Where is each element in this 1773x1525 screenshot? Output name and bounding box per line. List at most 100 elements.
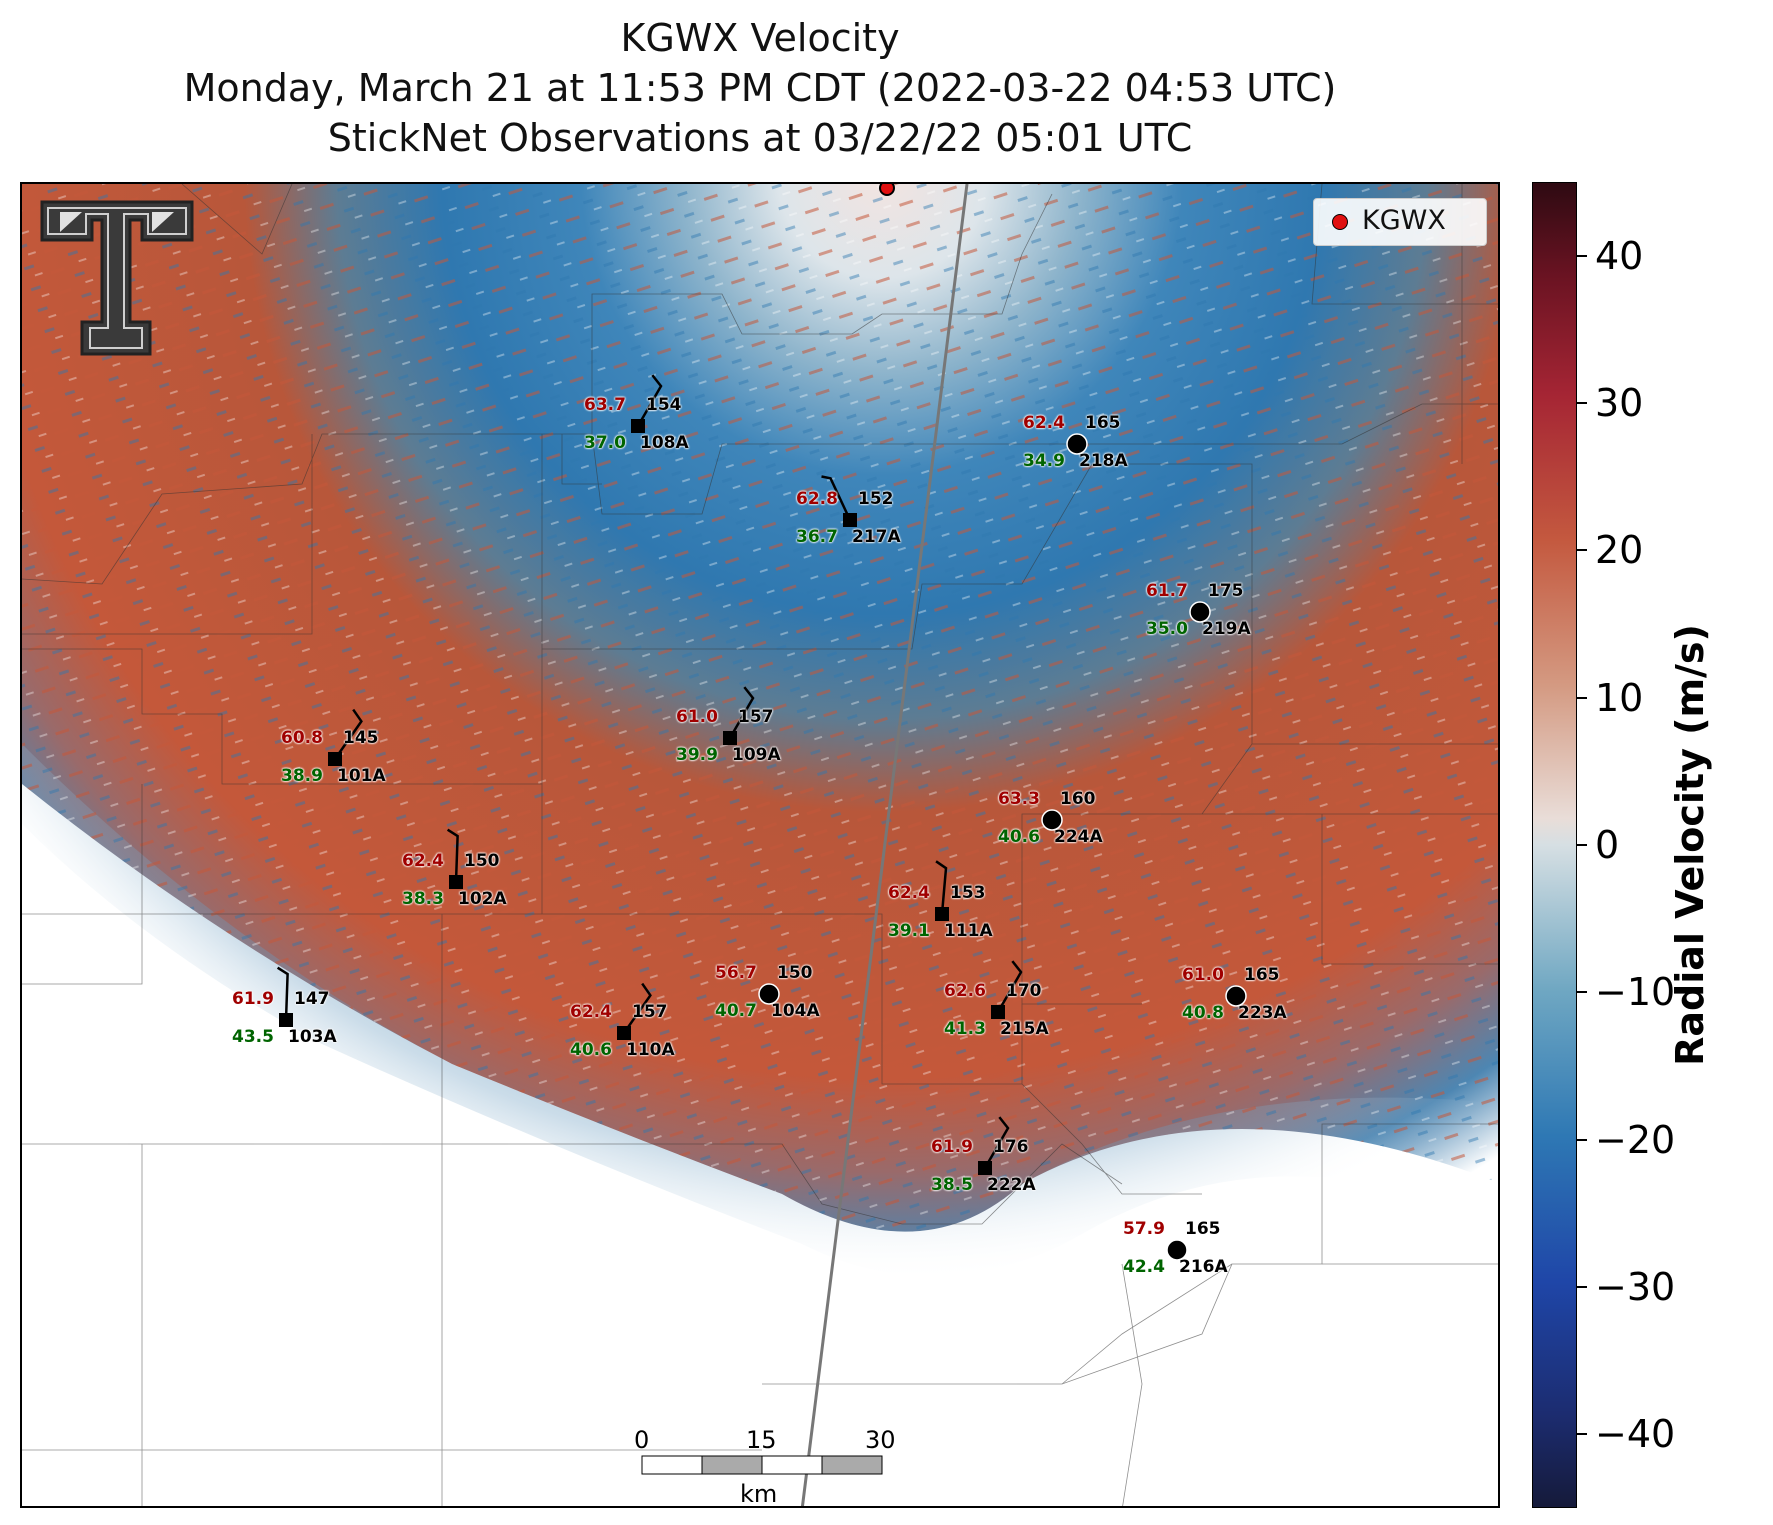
wind-barb — [276, 966, 289, 1021]
station-pressure: 152 — [858, 489, 894, 509]
colorbar-tick-mark — [1577, 1286, 1587, 1288]
station-pressure: 150 — [464, 851, 500, 871]
station-id: 103A — [288, 1027, 337, 1047]
station-dewpoint: 38.5 — [931, 1175, 973, 1195]
station-marker[interactable] — [1166, 1239, 1188, 1261]
plot-subtitle-time: Monday, March 21 at 11:53 PM CDT (2022-0… — [183, 66, 1337, 110]
station-id: 111A — [944, 921, 993, 941]
wind-barb — [996, 960, 1023, 1013]
station-pressure: 157 — [738, 707, 774, 727]
plot-title: KGWX Velocity — [620, 16, 900, 60]
station-pressure: 147 — [294, 989, 330, 1009]
colorbar-tick-mark — [1577, 254, 1587, 257]
colorbar-tick-label: −10 — [1595, 970, 1676, 1015]
colorbar-tick-mark — [1577, 696, 1587, 699]
scale-tick-0: 0 — [634, 1426, 650, 1454]
station-dewpoint: 40.6 — [998, 827, 1040, 847]
station-temperature: 61.9 — [232, 989, 274, 1009]
wind-barb — [446, 828, 459, 883]
colorbar-tick-mark — [1577, 1138, 1587, 1141]
station-pressure: 165 — [1185, 1219, 1221, 1239]
station-id: 104A — [771, 1001, 820, 1021]
station-pressure: 160 — [1060, 789, 1096, 809]
station-dewpoint: 40.8 — [1182, 1003, 1224, 1023]
station-dewpoint: 38.9 — [281, 766, 323, 786]
colorbar-tick-label: 30 — [1595, 381, 1644, 425]
radar-echo — [22, 184, 1498, 1277]
station-pressure: 176 — [993, 1137, 1029, 1157]
station-temperature: 61.0 — [1182, 965, 1224, 985]
colorbar-title: Radial Velocity (m/s) — [1668, 624, 1712, 1066]
station-id: 102A — [458, 889, 507, 909]
station-temperature: 62.8 — [796, 489, 838, 509]
station-temperature: 63.3 — [998, 789, 1040, 809]
wind-barb — [333, 708, 363, 760]
texas-tech-logo — [40, 200, 194, 356]
station-temperature: 61.0 — [676, 707, 718, 727]
station-dewpoint: 40.6 — [570, 1040, 612, 1060]
scale-tick-30: 30 — [865, 1426, 896, 1454]
station-pressure: 153 — [950, 883, 986, 903]
station-pressure: 165 — [1085, 413, 1121, 433]
velocity-colorbar — [1532, 182, 1577, 1508]
station-marker[interactable] — [758, 983, 780, 1005]
plot-subtitle-obs: StickNet Observations at 03/22/22 05:01 … — [327, 116, 1193, 160]
station-id: 223A — [1238, 1003, 1287, 1023]
station-markers — [276, 374, 1247, 1261]
colorbar-tick-mark — [1577, 991, 1587, 994]
radar-map-canvas — [22, 184, 1498, 1506]
highway-line — [800, 184, 969, 1506]
station-id: 110A — [626, 1040, 675, 1060]
station-id: 215A — [1000, 1019, 1049, 1039]
station-temperature: 62.4 — [1023, 413, 1065, 433]
map-legend: KGWX — [1313, 198, 1487, 246]
station-dewpoint: 39.9 — [676, 745, 718, 765]
station-id: 222A — [987, 1175, 1036, 1195]
station-temperature: 61.7 — [1146, 581, 1188, 601]
station-dewpoint: 34.9 — [1023, 451, 1065, 471]
colorbar-tick-label: −40 — [1595, 1412, 1676, 1457]
colorbar-tick-mark — [1577, 402, 1587, 404]
station-dewpoint: 38.3 — [402, 889, 444, 909]
scale-unit: km — [740, 1480, 778, 1508]
station-id: 217A — [852, 527, 901, 547]
station-marker[interactable] — [1066, 433, 1088, 455]
station-temperature: 56.7 — [715, 963, 757, 983]
station-id: 224A — [1054, 827, 1103, 847]
radar-site-marker[interactable] — [879, 184, 895, 196]
wind-barb — [821, 475, 852, 521]
colorbar-tick-label: −20 — [1595, 1117, 1676, 1162]
station-dewpoint: 37.0 — [584, 433, 626, 453]
station-id: 109A — [732, 745, 781, 765]
colorbar-tick-label: 10 — [1595, 675, 1644, 720]
station-temperature: 62.4 — [888, 883, 930, 903]
wind-barb — [983, 1116, 1010, 1169]
station-pressure: 175 — [1208, 581, 1244, 601]
station-dewpoint: 36.7 — [796, 527, 838, 547]
wind-barb — [935, 860, 948, 915]
station-pressure: 145 — [343, 728, 379, 748]
colorbar-tick-label: −30 — [1595, 1265, 1676, 1309]
radar-map[interactable]: 0 15 30 km 63.7 154 37.0 108A 62.4 165 34.9 218… — [20, 182, 1500, 1508]
station-temperature: 63.7 — [584, 395, 626, 415]
station-pressure: 154 — [646, 395, 682, 415]
station-marker[interactable] — [1189, 601, 1211, 623]
station-dewpoint: 39.1 — [888, 921, 930, 941]
station-temperature: 62.4 — [570, 1002, 612, 1022]
station-pressure: 170 — [1006, 981, 1042, 1001]
legend-label: KGWX — [1362, 205, 1446, 236]
station-temperature: 62.6 — [944, 981, 986, 1001]
station-dewpoint: 41.3 — [944, 1019, 986, 1039]
station-temperature: 62.4 — [402, 851, 444, 871]
scale-tick-15: 15 — [746, 1426, 777, 1454]
scale-bar — [641, 1455, 883, 1475]
station-marker[interactable] — [1225, 985, 1247, 1007]
station-id: 218A — [1079, 451, 1128, 471]
station-marker[interactable] — [1041, 809, 1063, 831]
station-pressure: 157 — [632, 1002, 668, 1022]
colorbar-tick-mark — [1577, 844, 1587, 846]
station-dewpoint: 43.5 — [232, 1027, 274, 1047]
station-temperature: 61.9 — [931, 1137, 973, 1157]
station-pressure: 165 — [1244, 965, 1280, 985]
radar-site-legend-marker — [1332, 214, 1348, 230]
